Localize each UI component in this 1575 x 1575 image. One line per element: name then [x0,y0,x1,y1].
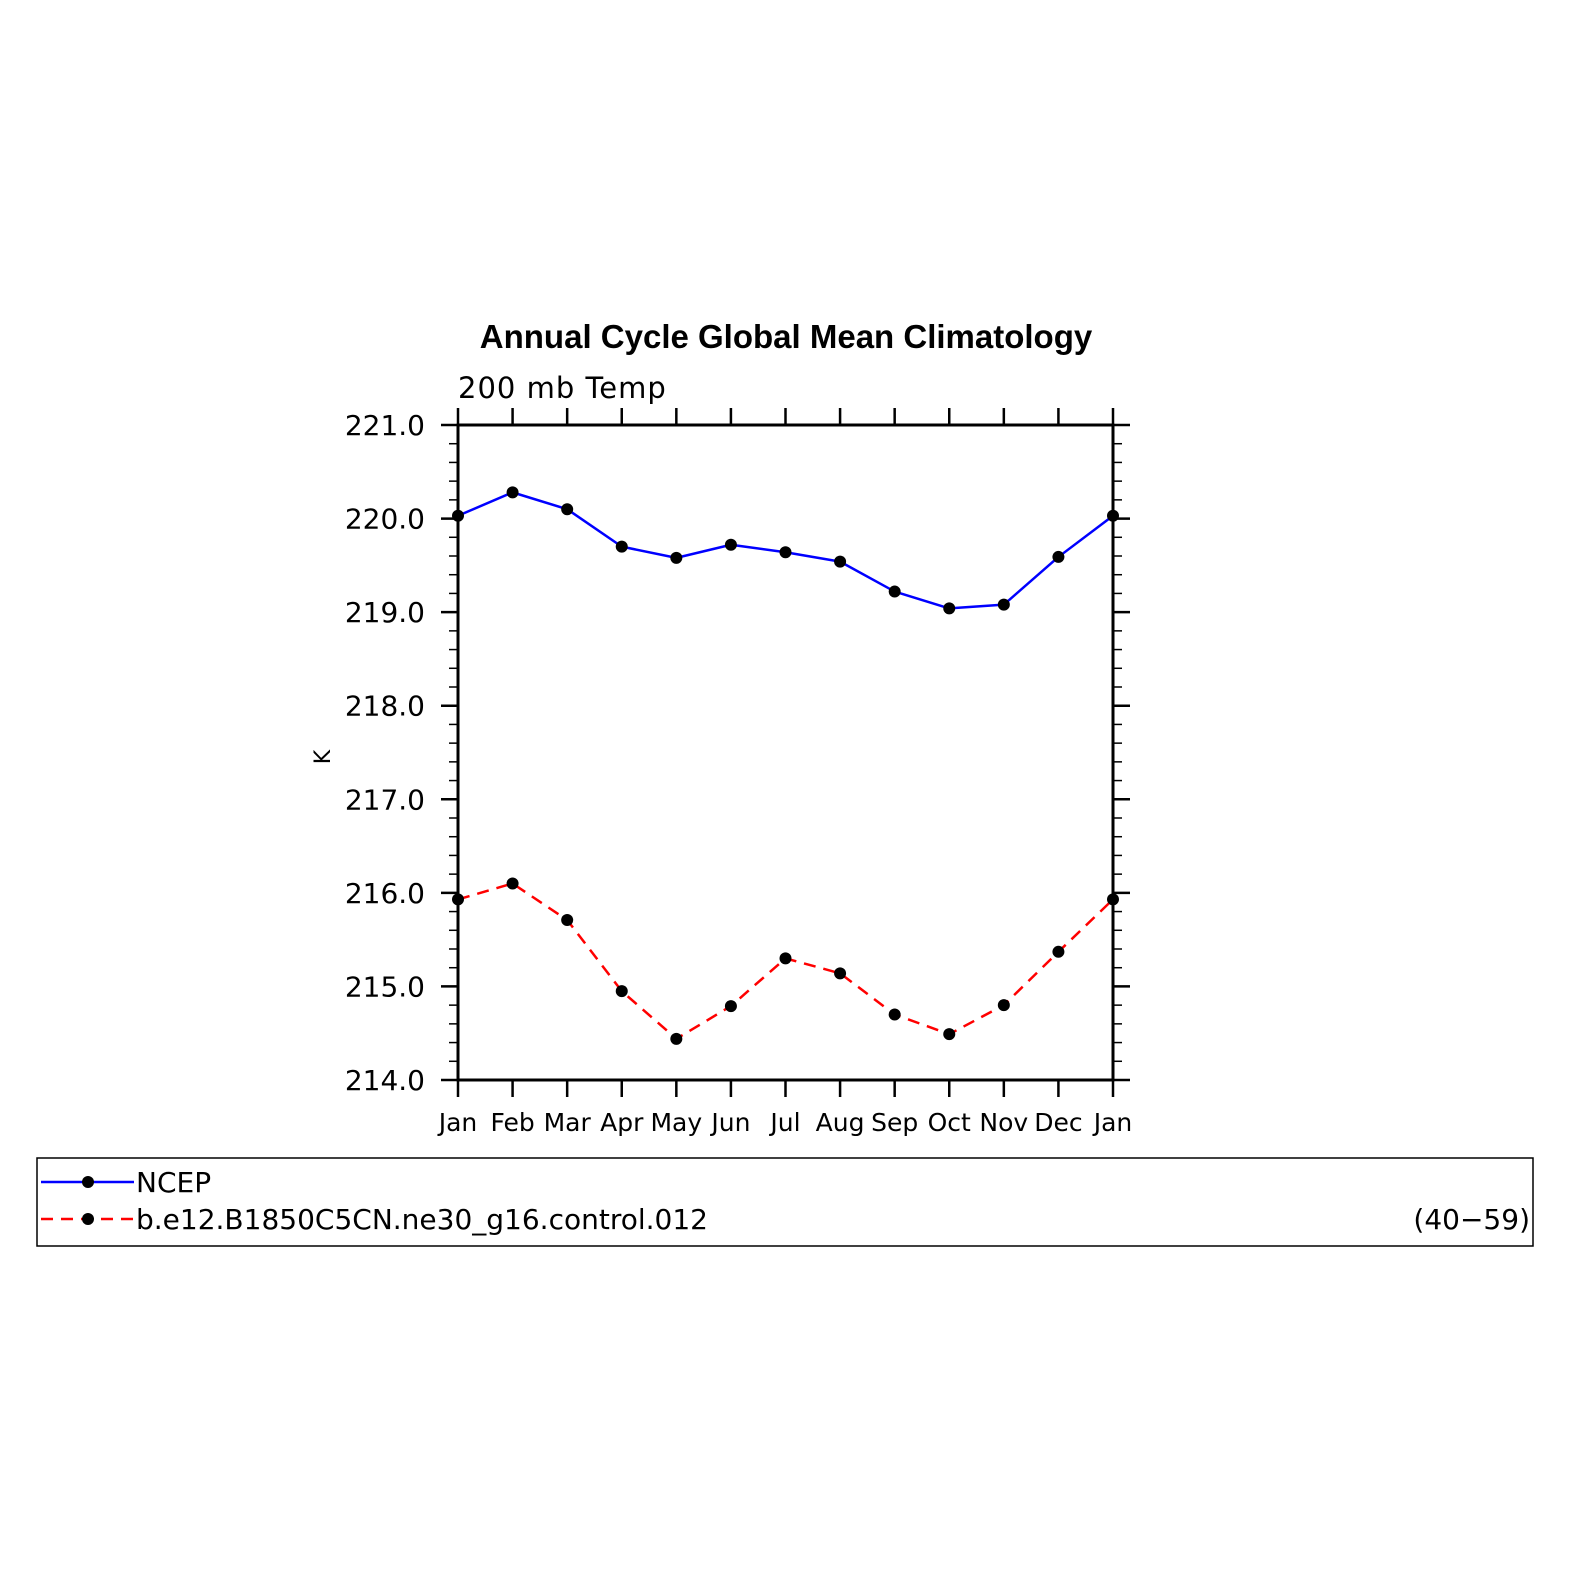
x-tick-label: Aug [816,1108,865,1137]
data-point [779,952,792,965]
chart-title: Annual Cycle Global Mean Climatology [480,318,1093,355]
legend-box [36,1157,1534,1247]
data-point [779,546,792,559]
y-axis-label: K [311,749,336,764]
x-tick-label: Apr [600,1108,644,1137]
y-tick-label: 219.0 [345,596,425,629]
y-tick-label: 221.0 [345,409,425,442]
data-point [670,1032,683,1045]
x-tick-label: Jun [709,1108,750,1137]
data-point [943,602,956,615]
legend-label-ncep: NCEP [136,1166,211,1199]
data-point [561,503,574,516]
data-point [997,999,1010,1012]
x-tick-labels: Jan Feb Mar Apr May Jun Jul Aug Sep Oct Nov Dec Jan [437,1108,1133,1137]
y-tick-label: 216.0 [345,877,425,910]
data-point [1052,945,1065,958]
data-point [997,598,1010,611]
data-point [834,967,847,980]
data-point [943,1028,956,1041]
x-tick-label: Dec [1034,1108,1082,1137]
chart-subtitle: 200 mb Temp [458,371,667,405]
data-point [670,551,683,564]
x-tick-label: Sep [871,1108,918,1137]
legend-label-model: b.e12.B1850C5CN.ne30_g16.control.012 [136,1203,708,1236]
data-point [561,913,574,926]
y-tick-label: 214.0 [345,1064,425,1097]
x-tick-label: Jan [437,1108,478,1137]
y-tick-label: 215.0 [345,970,425,1003]
series-layer [452,486,1119,1045]
data-point [888,585,901,598]
data-point [1052,550,1065,563]
data-point [888,1008,901,1021]
data-point [724,538,737,551]
data-point [724,1000,737,1013]
y-tick-label: 220.0 [345,503,425,536]
axis-ticks [441,408,1130,1097]
legend-marker-model [82,1213,94,1225]
x-tick-label: Feb [490,1108,534,1137]
legend-marker-ncep [82,1176,94,1188]
legend-years: (40−59) [1413,1203,1530,1236]
x-tick-label: Mar [544,1108,592,1137]
data-point [615,540,628,553]
x-tick-label: Jan [1092,1108,1133,1137]
x-tick-label: Nov [979,1108,1028,1137]
data-point [506,486,519,499]
data-point [506,877,519,890]
plot-frame [456,423,1115,1082]
y-tick-label: 218.0 [345,690,425,723]
data-point [834,555,847,568]
data-point [615,985,628,998]
x-tick-label: May [650,1108,702,1137]
legend: NCEP b.e12.B1850C5CN.ne30_g16.control.01… [36,1157,1534,1247]
x-tick-label: Jul [768,1108,800,1137]
x-tick-label: Oct [928,1108,971,1137]
y-tick-labels: 214.0 215.0 216.0 217.0 218.0 219.0 220.0 221.0 [345,409,425,1097]
y-tick-label: 217.0 [345,783,425,816]
